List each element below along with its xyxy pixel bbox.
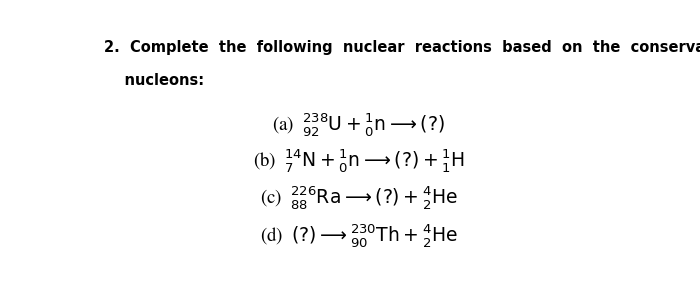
Text: (a)  ${}^{238}_{92}\mathrm{U} + {}^{1}_{0}\mathrm{n} \longrightarrow (?)$: (a) ${}^{238}_{92}\mathrm{U} + {}^{1}_{0… [272, 110, 445, 137]
Text: (c)  ${}^{226}_{88}\mathrm{Ra} \longrightarrow (?) + {}^{4}_{2}\mathrm{He}$: (c) ${}^{226}_{88}\mathrm{Ra} \longright… [260, 184, 458, 211]
Text: 2.  Complete  the  following  nuclear  reactions  based  on  the  conservation  : 2. Complete the following nuclear reacti… [104, 40, 700, 55]
Text: nucleons:: nucleons: [104, 73, 204, 88]
Text: (d)  $(?) \longrightarrow {}^{230}_{90}\mathrm{Th} + {}^{4}_{2}\mathrm{He}$: (d) $(?) \longrightarrow {}^{230}_{90}\m… [260, 222, 458, 249]
Text: (b)  ${}^{14}_{7}\mathrm{N} + {}^{1}_{0}\mathrm{n} \longrightarrow (?) + {}^{1}_: (b) ${}^{14}_{7}\mathrm{N} + {}^{1}_{0}\… [253, 147, 465, 174]
